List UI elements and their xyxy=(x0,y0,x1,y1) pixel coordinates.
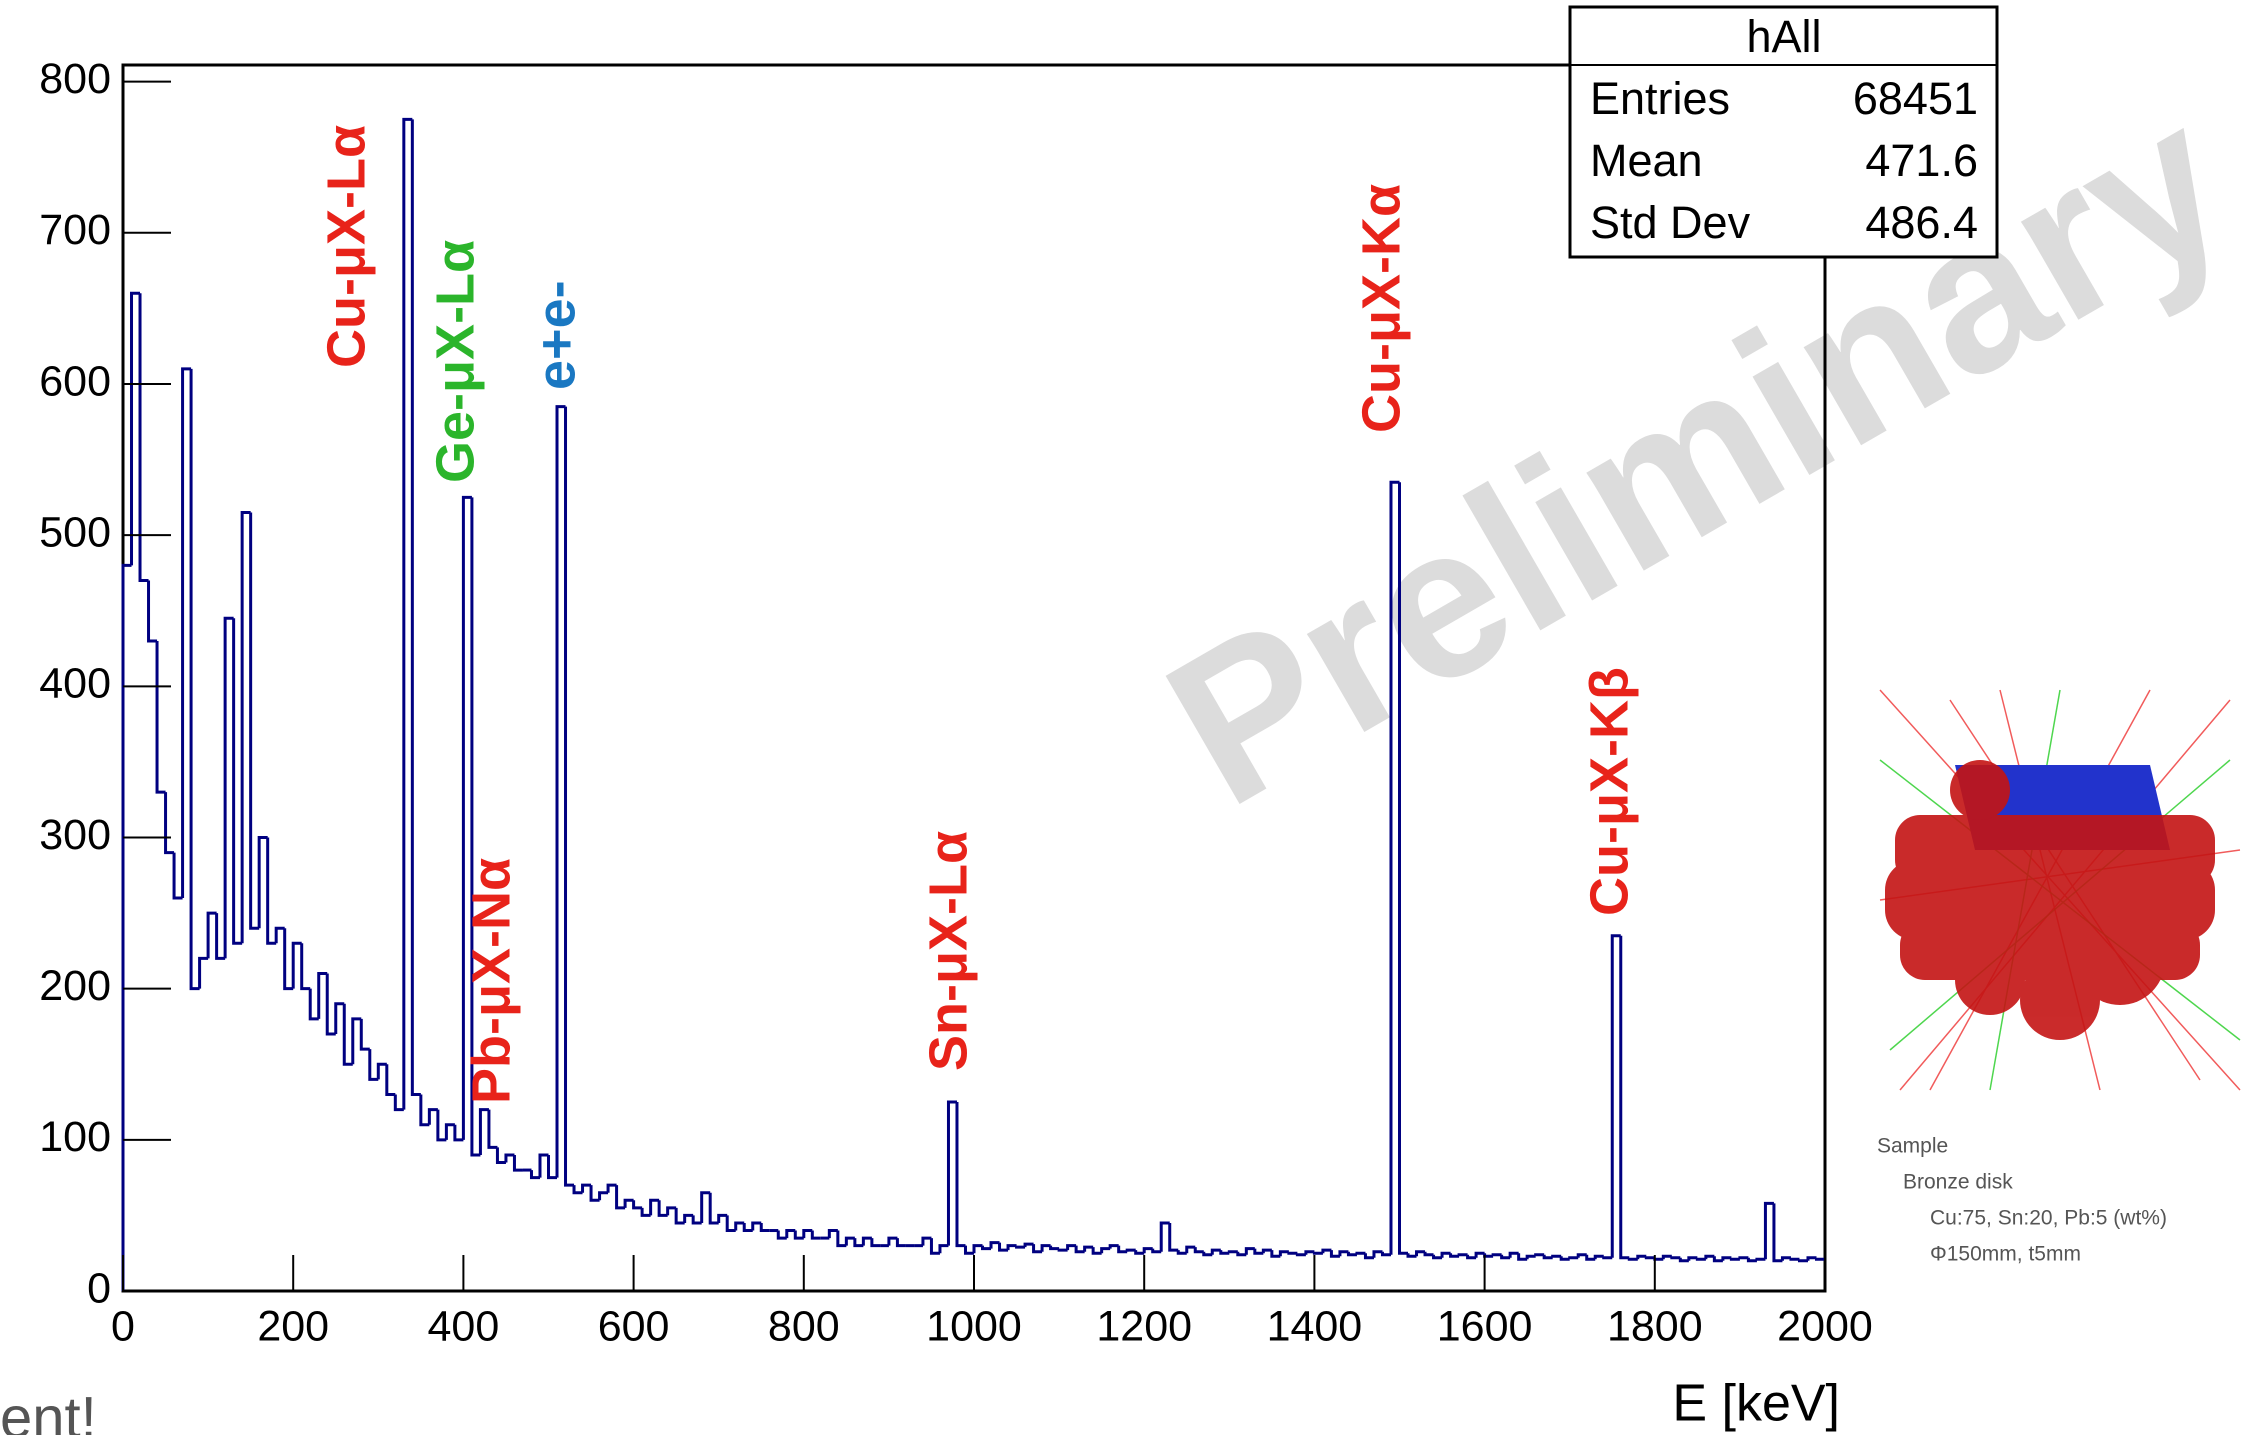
bin xyxy=(897,1238,906,1246)
bin xyxy=(1646,1256,1655,1258)
bin xyxy=(1102,1249,1111,1254)
y-tick-label: 700 xyxy=(39,206,111,254)
peak-label: Cu-μX-Lα xyxy=(316,125,376,368)
stats-title: hAll xyxy=(1746,11,1821,62)
caption-line: Bronze disk xyxy=(1903,1171,2013,1194)
bin xyxy=(1672,1256,1681,1258)
peak-label: Cu-μX-Kα xyxy=(1351,184,1411,433)
stats-value: 68451 xyxy=(1853,73,1978,124)
bin xyxy=(1816,1258,1825,1260)
sim-image xyxy=(1873,683,2245,1097)
y-tick-label: 100 xyxy=(39,1113,111,1161)
bin xyxy=(1170,1223,1179,1250)
bin xyxy=(191,369,200,989)
x-axis-label: E [keV] xyxy=(1672,1375,1840,1433)
y-tick-label: 300 xyxy=(39,811,111,859)
histogram xyxy=(123,119,1825,1291)
x-tick-label: 2000 xyxy=(1777,1302,1873,1350)
bin xyxy=(566,407,575,1186)
x-tick-label: 1200 xyxy=(1096,1302,1192,1350)
x-tick-label: 0 xyxy=(111,1302,135,1350)
bin xyxy=(302,943,311,988)
cut-text: ent! xyxy=(0,1385,97,1435)
y-tick-label: 500 xyxy=(39,509,111,557)
stats-label: Mean xyxy=(1590,135,1703,186)
bin xyxy=(1774,1203,1783,1260)
y-tick-label: 0 xyxy=(87,1264,111,1312)
bin xyxy=(514,1155,523,1170)
y-tick-label: 600 xyxy=(39,357,111,405)
bin xyxy=(200,958,209,988)
peak-label: e+e- xyxy=(526,280,586,390)
bin xyxy=(1051,1246,1060,1249)
caption-line: Sample xyxy=(1877,1135,1948,1158)
caption-line: Φ150mm, t5mm xyxy=(1930,1243,2081,1266)
stats-value: 486.4 xyxy=(1865,197,1978,248)
x-tick-label: 1400 xyxy=(1267,1302,1363,1350)
bin xyxy=(634,1200,643,1208)
bin xyxy=(1757,1259,1766,1261)
bin xyxy=(166,792,175,852)
x-tick-label: 400 xyxy=(428,1302,500,1350)
bin xyxy=(361,1019,370,1049)
bin xyxy=(600,1193,609,1201)
x-tick-label: 1800 xyxy=(1607,1302,1703,1350)
y-tick-label: 800 xyxy=(39,55,111,103)
bin xyxy=(1527,1256,1536,1259)
x-tick-label: 1000 xyxy=(926,1302,1022,1350)
bin xyxy=(140,293,149,580)
x-tick-label: 800 xyxy=(768,1302,840,1350)
bin xyxy=(812,1231,821,1239)
bin xyxy=(940,1246,949,1254)
x-tick-label: 200 xyxy=(257,1302,329,1350)
stats-label: Entries xyxy=(1590,73,1730,124)
peak-label: Cu-μX-Kβ xyxy=(1579,667,1639,916)
bin xyxy=(412,119,421,1094)
peak-label: Pb-μX-Nα xyxy=(461,858,521,1104)
bin xyxy=(1570,1258,1579,1260)
x-tick-label: 600 xyxy=(598,1302,670,1350)
y-tick-label: 200 xyxy=(39,962,111,1010)
bin xyxy=(157,641,166,792)
bin xyxy=(1621,936,1630,1258)
bin xyxy=(149,580,158,640)
bin xyxy=(1425,1252,1434,1255)
stats-value: 471.6 xyxy=(1865,135,1978,186)
y-tick-label: 400 xyxy=(39,660,111,708)
bin xyxy=(387,1064,396,1094)
bin xyxy=(1289,1252,1298,1254)
bin xyxy=(872,1238,881,1246)
stats-label: Std Dev xyxy=(1590,197,1751,248)
bin xyxy=(1791,1258,1800,1260)
peak-label: Sn-μX-Lα xyxy=(918,831,978,1071)
bin xyxy=(761,1223,770,1231)
x-tick-label: 1600 xyxy=(1437,1302,1533,1350)
bin xyxy=(957,1102,966,1246)
caption: Sample Bronze disk Cu:75, Sn:20, Pb:5 (wt%… xyxy=(1877,1135,2167,1266)
peak-label: Ge-μX-Lα xyxy=(425,240,485,483)
bin xyxy=(123,565,132,1291)
bin xyxy=(489,1110,498,1148)
bin xyxy=(1195,1247,1204,1252)
stats-box: hAll Entries 68451 Mean 471.6 Std Dev 486.4 xyxy=(1570,7,1997,257)
caption-line: Cu:75, Sn:20, Pb:5 (wt%) xyxy=(1930,1207,2167,1230)
chart: Preliminary hAll Entries68451Mean471.6St… xyxy=(0,0,2263,1435)
